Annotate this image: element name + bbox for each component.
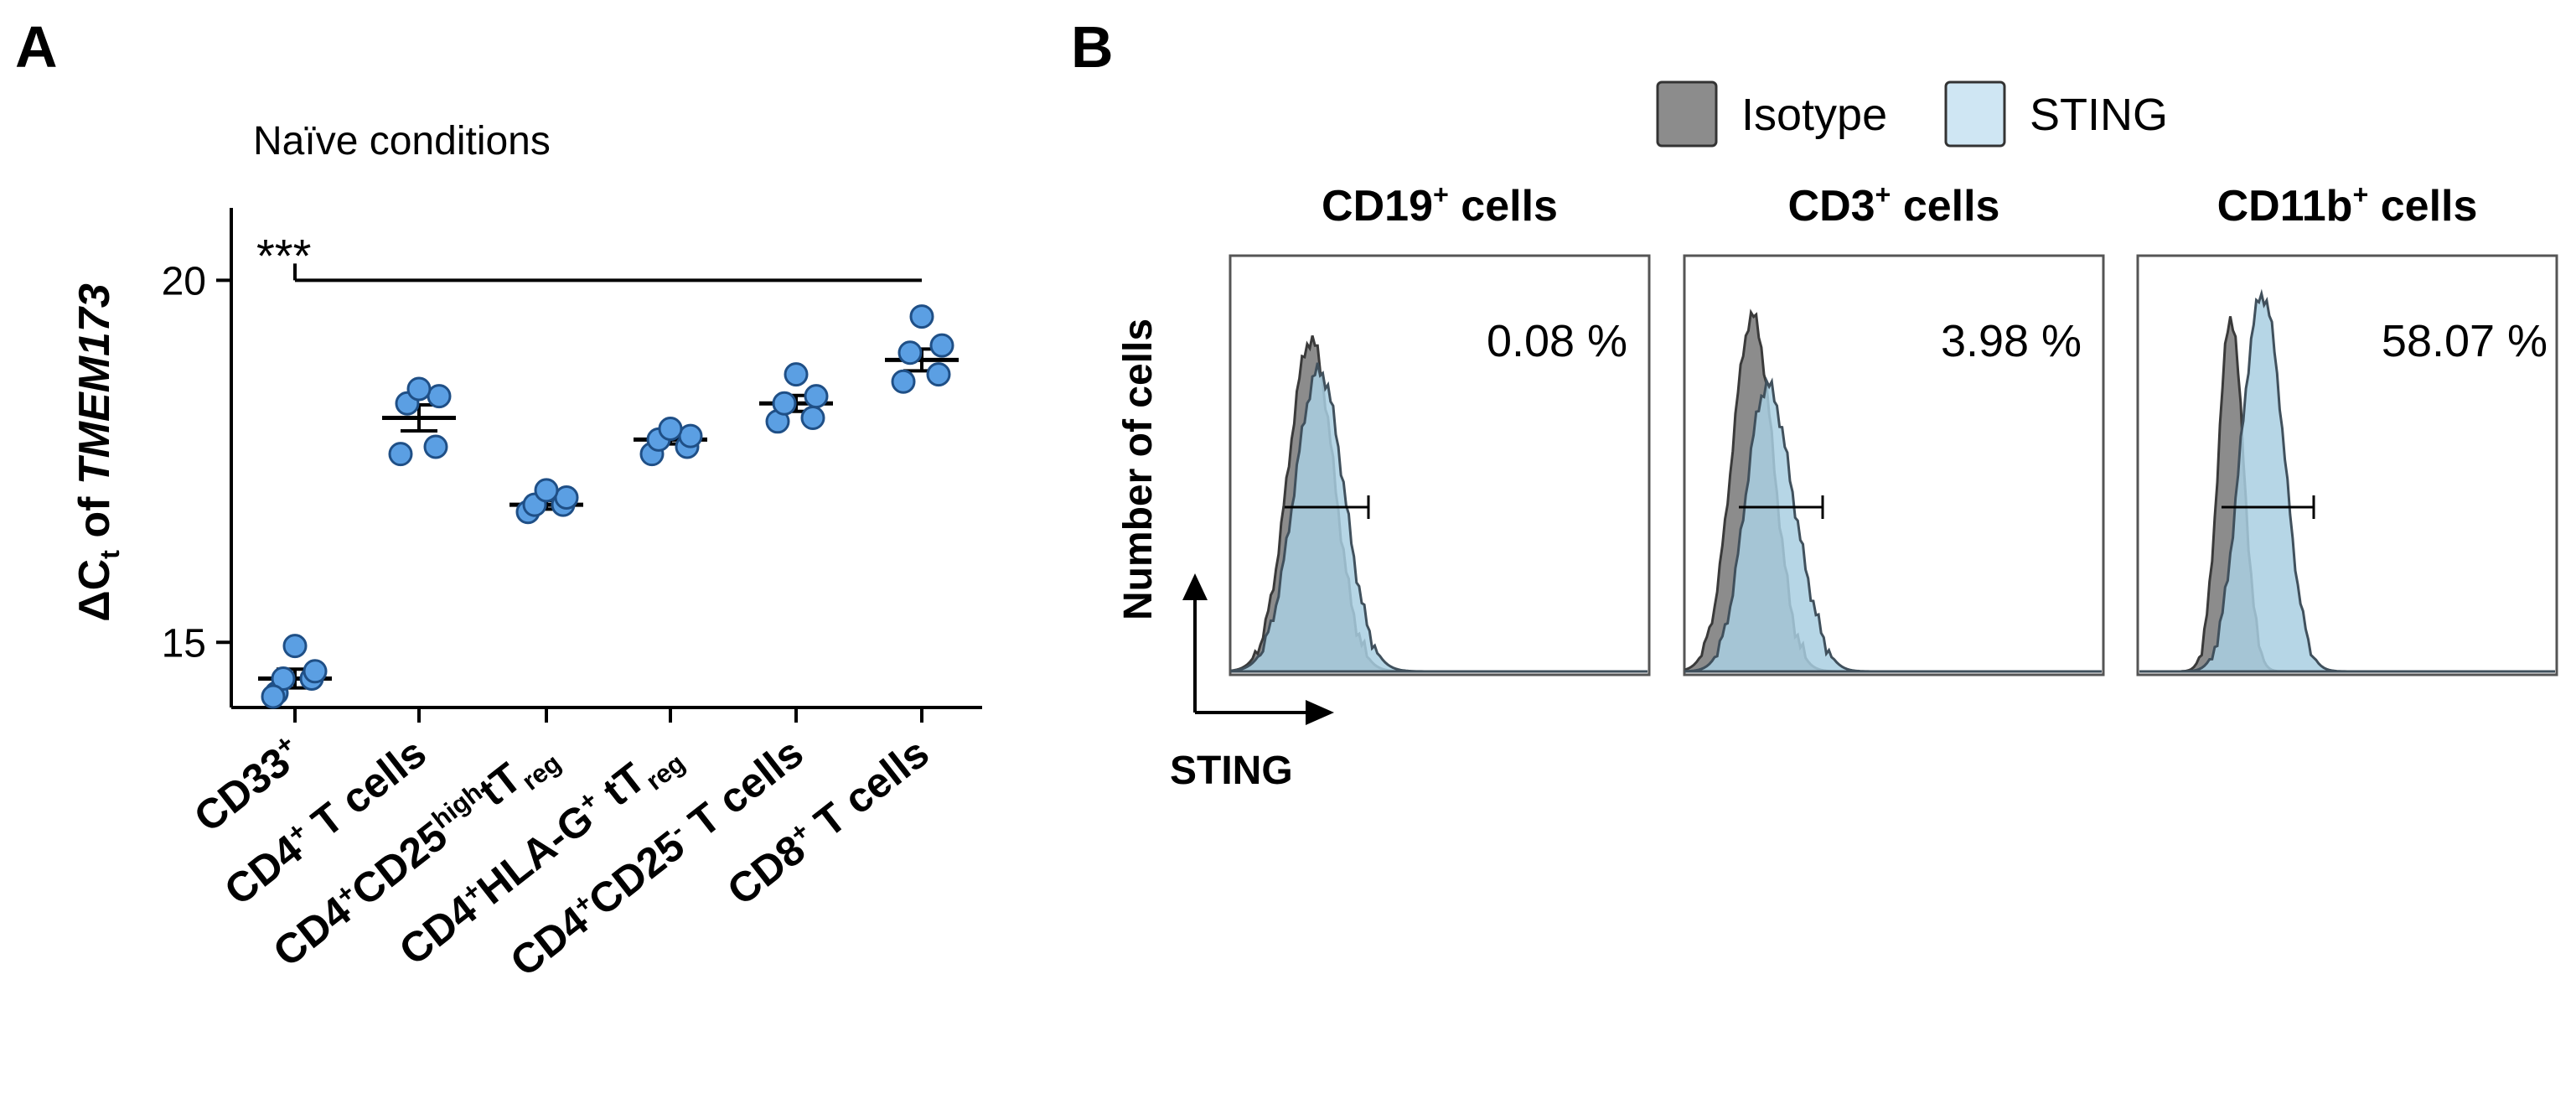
legend-swatch-sting bbox=[1944, 80, 2006, 148]
histogram-panels: CD19+ cells 0.08 % CD3+ cells 3.98 % CD11b+ … bbox=[1229, 179, 2558, 676]
data-point bbox=[534, 478, 559, 503]
panel-b-label: B bbox=[1071, 14, 1114, 80]
mean-sem-bars bbox=[258, 347, 959, 690]
histogram-panel: CD11b+ cells 58.07 % bbox=[2136, 179, 2558, 676]
data-points bbox=[261, 304, 954, 709]
data-point bbox=[784, 362, 809, 387]
data-point bbox=[423, 434, 448, 459]
y-tick-label: 20 bbox=[162, 259, 206, 303]
data-point bbox=[261, 684, 286, 709]
data-point bbox=[804, 384, 829, 409]
y-tick-label: 15 bbox=[162, 621, 206, 666]
data-point bbox=[406, 376, 432, 402]
data-point bbox=[282, 634, 308, 659]
gate-percentage: 3.98 % bbox=[1941, 316, 2082, 366]
histogram-panel: CD3+ cells 3.98 % bbox=[1683, 179, 2105, 676]
data-point bbox=[772, 391, 797, 416]
data-point bbox=[891, 369, 916, 394]
chart-a-title: Naïve conditions bbox=[253, 119, 551, 163]
data-point bbox=[271, 666, 296, 691]
data-point bbox=[427, 384, 452, 409]
sting-histogram bbox=[2139, 288, 2555, 673]
x-ticks bbox=[293, 707, 923, 723]
y-axis-label: ΔCt of TMEM173 bbox=[70, 283, 125, 622]
histogram-panel: CD19+ cells 0.08 % bbox=[1229, 179, 1651, 676]
gate-percentage: 0.08 % bbox=[1487, 316, 1627, 366]
sting-histogram bbox=[1230, 362, 1648, 673]
data-point bbox=[678, 423, 703, 448]
data-point bbox=[658, 416, 683, 441]
data-point bbox=[554, 485, 579, 511]
data-point bbox=[909, 304, 934, 329]
panel-a-label: A bbox=[15, 14, 58, 80]
legend-label-isotype: Isotype bbox=[1741, 90, 1887, 140]
significance-label: *** bbox=[256, 229, 311, 282]
b-x-axis-label: STING bbox=[1170, 749, 1293, 793]
data-point bbox=[929, 333, 954, 358]
data-point bbox=[303, 659, 328, 684]
legend-label-sting: STING bbox=[2030, 90, 2168, 140]
gate-percentage: 58.07 % bbox=[2382, 316, 2548, 366]
histogram-title: CD11b+ cells bbox=[2217, 179, 2478, 231]
significance-bracket: *** bbox=[256, 229, 922, 282]
data-point bbox=[388, 442, 413, 467]
flow-axes: Number of cells STING bbox=[1116, 319, 1334, 793]
data-point bbox=[897, 340, 923, 365]
legend-swatch-isotype bbox=[1656, 80, 1718, 148]
histogram-title: CD3+ cells bbox=[1788, 179, 2000, 231]
category-labels: CD33+CD4+ T cellsCD4+CD25hightTregCD4+HL… bbox=[185, 728, 937, 986]
legend: Isotype STING bbox=[1656, 80, 2168, 148]
data-point bbox=[926, 362, 951, 387]
b-y-axis-label: Number of cells bbox=[1116, 319, 1161, 620]
panel-b-histograms: Isotype STING CD19+ cells 0.08 % CD3+ cell… bbox=[1116, 80, 2558, 793]
data-point bbox=[800, 405, 825, 430]
x-arrow-head bbox=[1306, 700, 1334, 725]
histogram-title: CD19+ cells bbox=[1322, 179, 1558, 231]
y-arrow-head bbox=[1182, 573, 1208, 600]
sting-histogram bbox=[1684, 376, 2102, 673]
